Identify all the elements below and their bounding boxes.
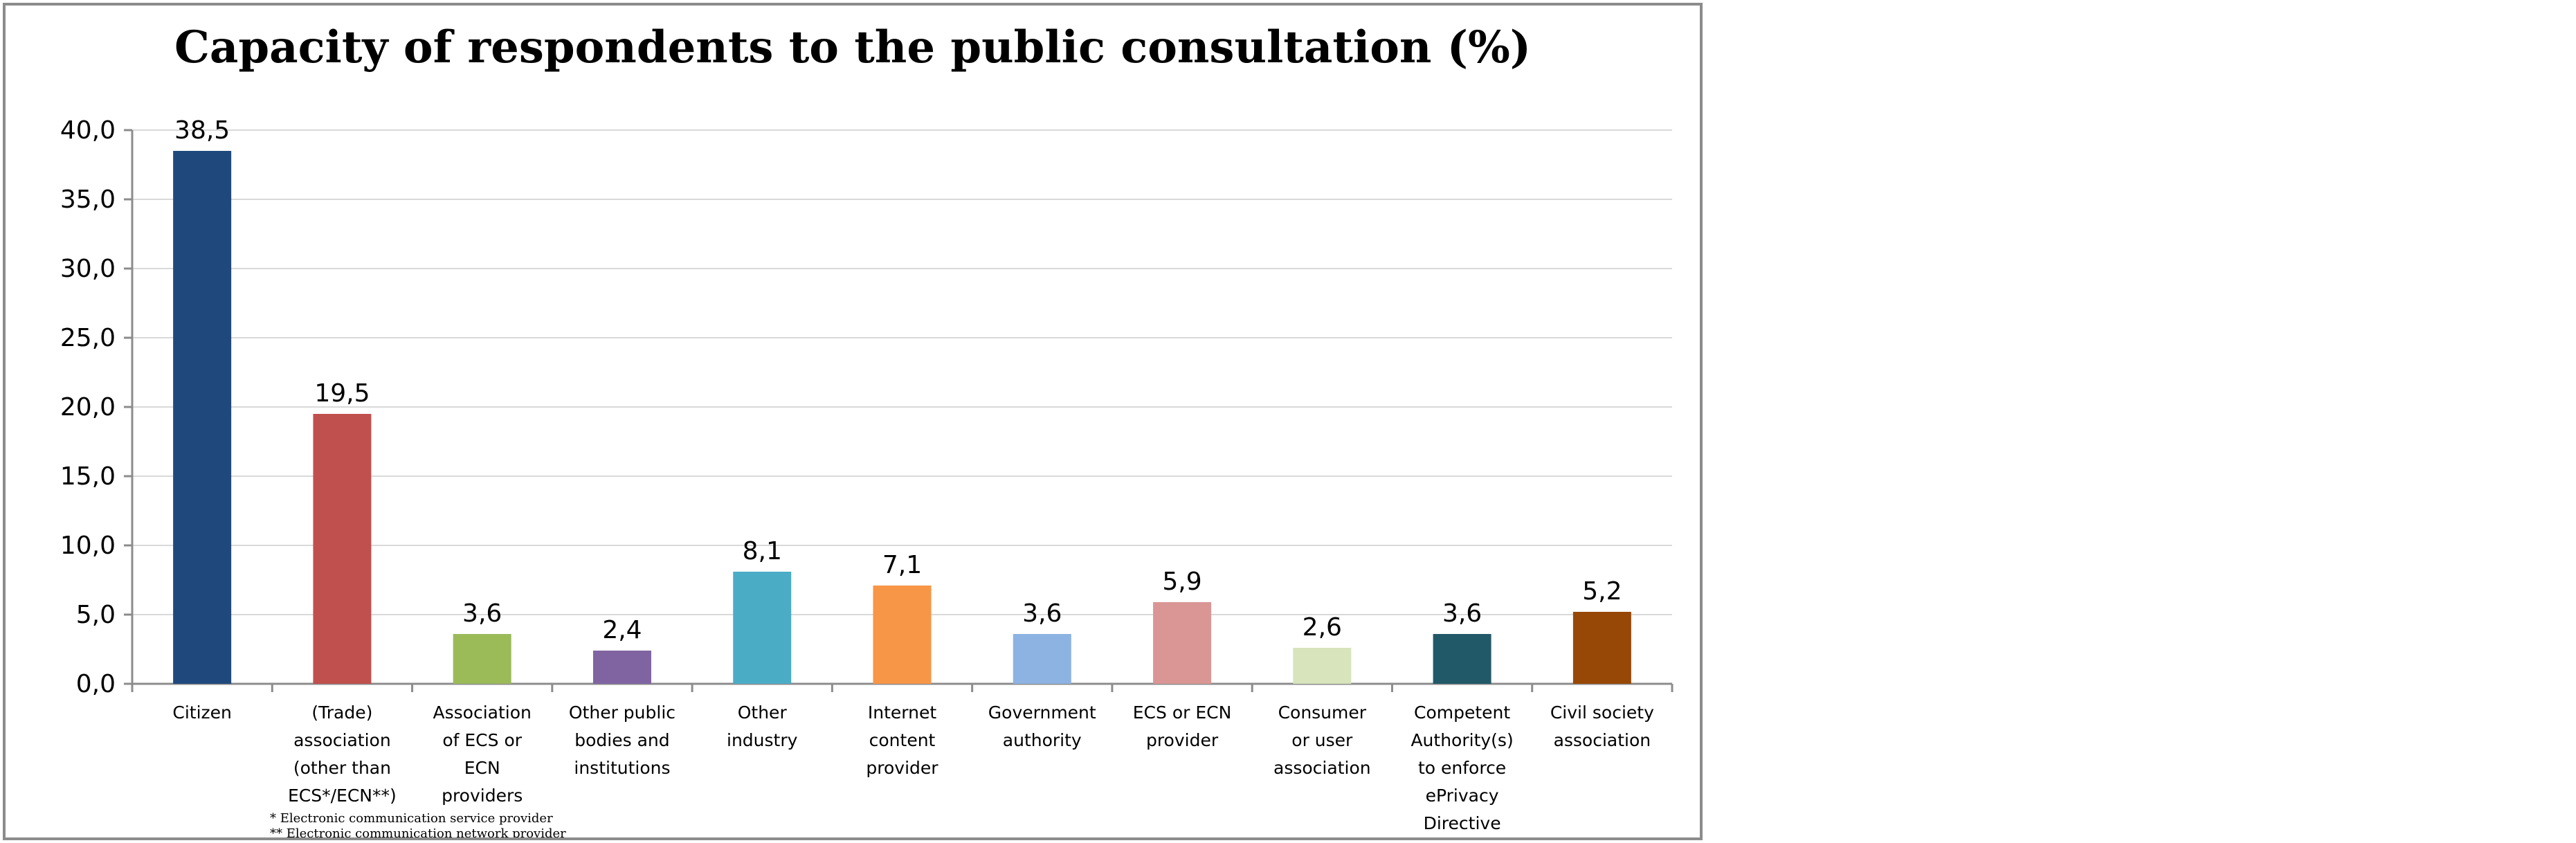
y-tick-label: 25,0 (60, 324, 116, 352)
axes: 0,0 5,0 10,0 15,0 20,0 25,0 30,0 35,0 40,0 (60, 116, 1674, 698)
bar (733, 572, 792, 684)
category-label: Other public (569, 702, 675, 723)
y-tick-label: 10,0 (60, 532, 116, 560)
category-label: Internet (868, 702, 936, 723)
chart-frame: Capacity of respondents to the public co… (3, 3, 1703, 840)
category-label: authority (1003, 730, 1082, 750)
data-label: 3,6 (1022, 599, 1062, 628)
data-label: 5,2 (1582, 577, 1622, 606)
category-label: Consumer (1278, 702, 1367, 723)
category-label: (Trade) (311, 702, 372, 723)
footnote: ** Electronic communication network prov… (270, 826, 566, 837)
category-label: Directive (1424, 813, 1501, 833)
footnotes: * Electronic communication service provi… (270, 811, 566, 837)
data-label: 3,6 (462, 599, 502, 628)
footnote: * Electronic communication service provi… (270, 811, 553, 826)
y-tick-label: 5,0 (76, 601, 116, 629)
data-labels: 38,5 19,5 3,6 2,4 8,1 7,1 3,6 5,9 2,6 3,6 5,2 (174, 116, 1622, 644)
bar (453, 634, 511, 684)
data-label: 3,6 (1442, 599, 1482, 628)
data-label: 5,9 (1162, 568, 1201, 596)
y-tick-label: 15,0 (60, 462, 116, 491)
bar-chart: Capacity of respondents to the public co… (60, 21, 1674, 837)
category-label: Citizen (172, 702, 232, 723)
chart-title: Capacity of respondents to the public co… (174, 21, 1531, 73)
data-label: 2,6 (1303, 613, 1342, 642)
category-label: Competent (1414, 702, 1510, 723)
category-label: Other (738, 702, 788, 723)
category-label: Authority(s) (1411, 730, 1513, 750)
bar (1013, 634, 1071, 684)
category-labels: Citizen (Trade) association (other than ECS*… (172, 702, 1654, 833)
bar (1153, 602, 1212, 684)
y-tick-label: 40,0 (60, 116, 116, 145)
category-label: or user (1291, 730, 1353, 750)
category-label: provider (866, 758, 938, 778)
category-label: bodies and (574, 730, 669, 750)
bar (873, 586, 932, 684)
category-label: providers (442, 786, 523, 806)
category-label: ECS or ECN (1133, 702, 1232, 723)
category-label: ECS*/ECN**) (288, 786, 397, 806)
bar (1293, 648, 1352, 684)
bar (1433, 634, 1491, 684)
category-label: (other than (293, 758, 391, 778)
category-label: association (1273, 758, 1371, 778)
data-label: 19,5 (314, 379, 370, 408)
bars (173, 151, 1631, 684)
category-label: industry (727, 730, 798, 750)
data-label: 38,5 (174, 116, 230, 145)
category-label: institutions (574, 758, 670, 778)
category-label: provider (1146, 730, 1219, 750)
category-label: Civil society (1550, 702, 1654, 723)
category-label: to enforce (1418, 758, 1506, 778)
category-label: Government (988, 702, 1096, 723)
data-label: 2,4 (602, 616, 642, 644)
category-label: of ECS or (442, 730, 522, 750)
category-label: content (869, 730, 936, 750)
y-tick-label: 30,0 (60, 255, 116, 283)
bar (313, 414, 372, 684)
data-label: 8,1 (743, 537, 782, 565)
category-label: Association (433, 702, 532, 723)
category-label: ePrivacy (1426, 786, 1499, 806)
y-tick-label: 20,0 (60, 393, 116, 422)
gridlines (132, 129, 1672, 615)
data-label: 7,1 (882, 551, 922, 579)
y-tick-label: 35,0 (60, 185, 116, 214)
category-label: ECN (464, 758, 500, 778)
bar (592, 651, 651, 684)
y-tick-label: 0,0 (76, 670, 116, 698)
bar (1572, 612, 1631, 684)
category-label: association (293, 730, 391, 750)
category-label: association (1554, 730, 1651, 750)
bar (173, 151, 232, 684)
